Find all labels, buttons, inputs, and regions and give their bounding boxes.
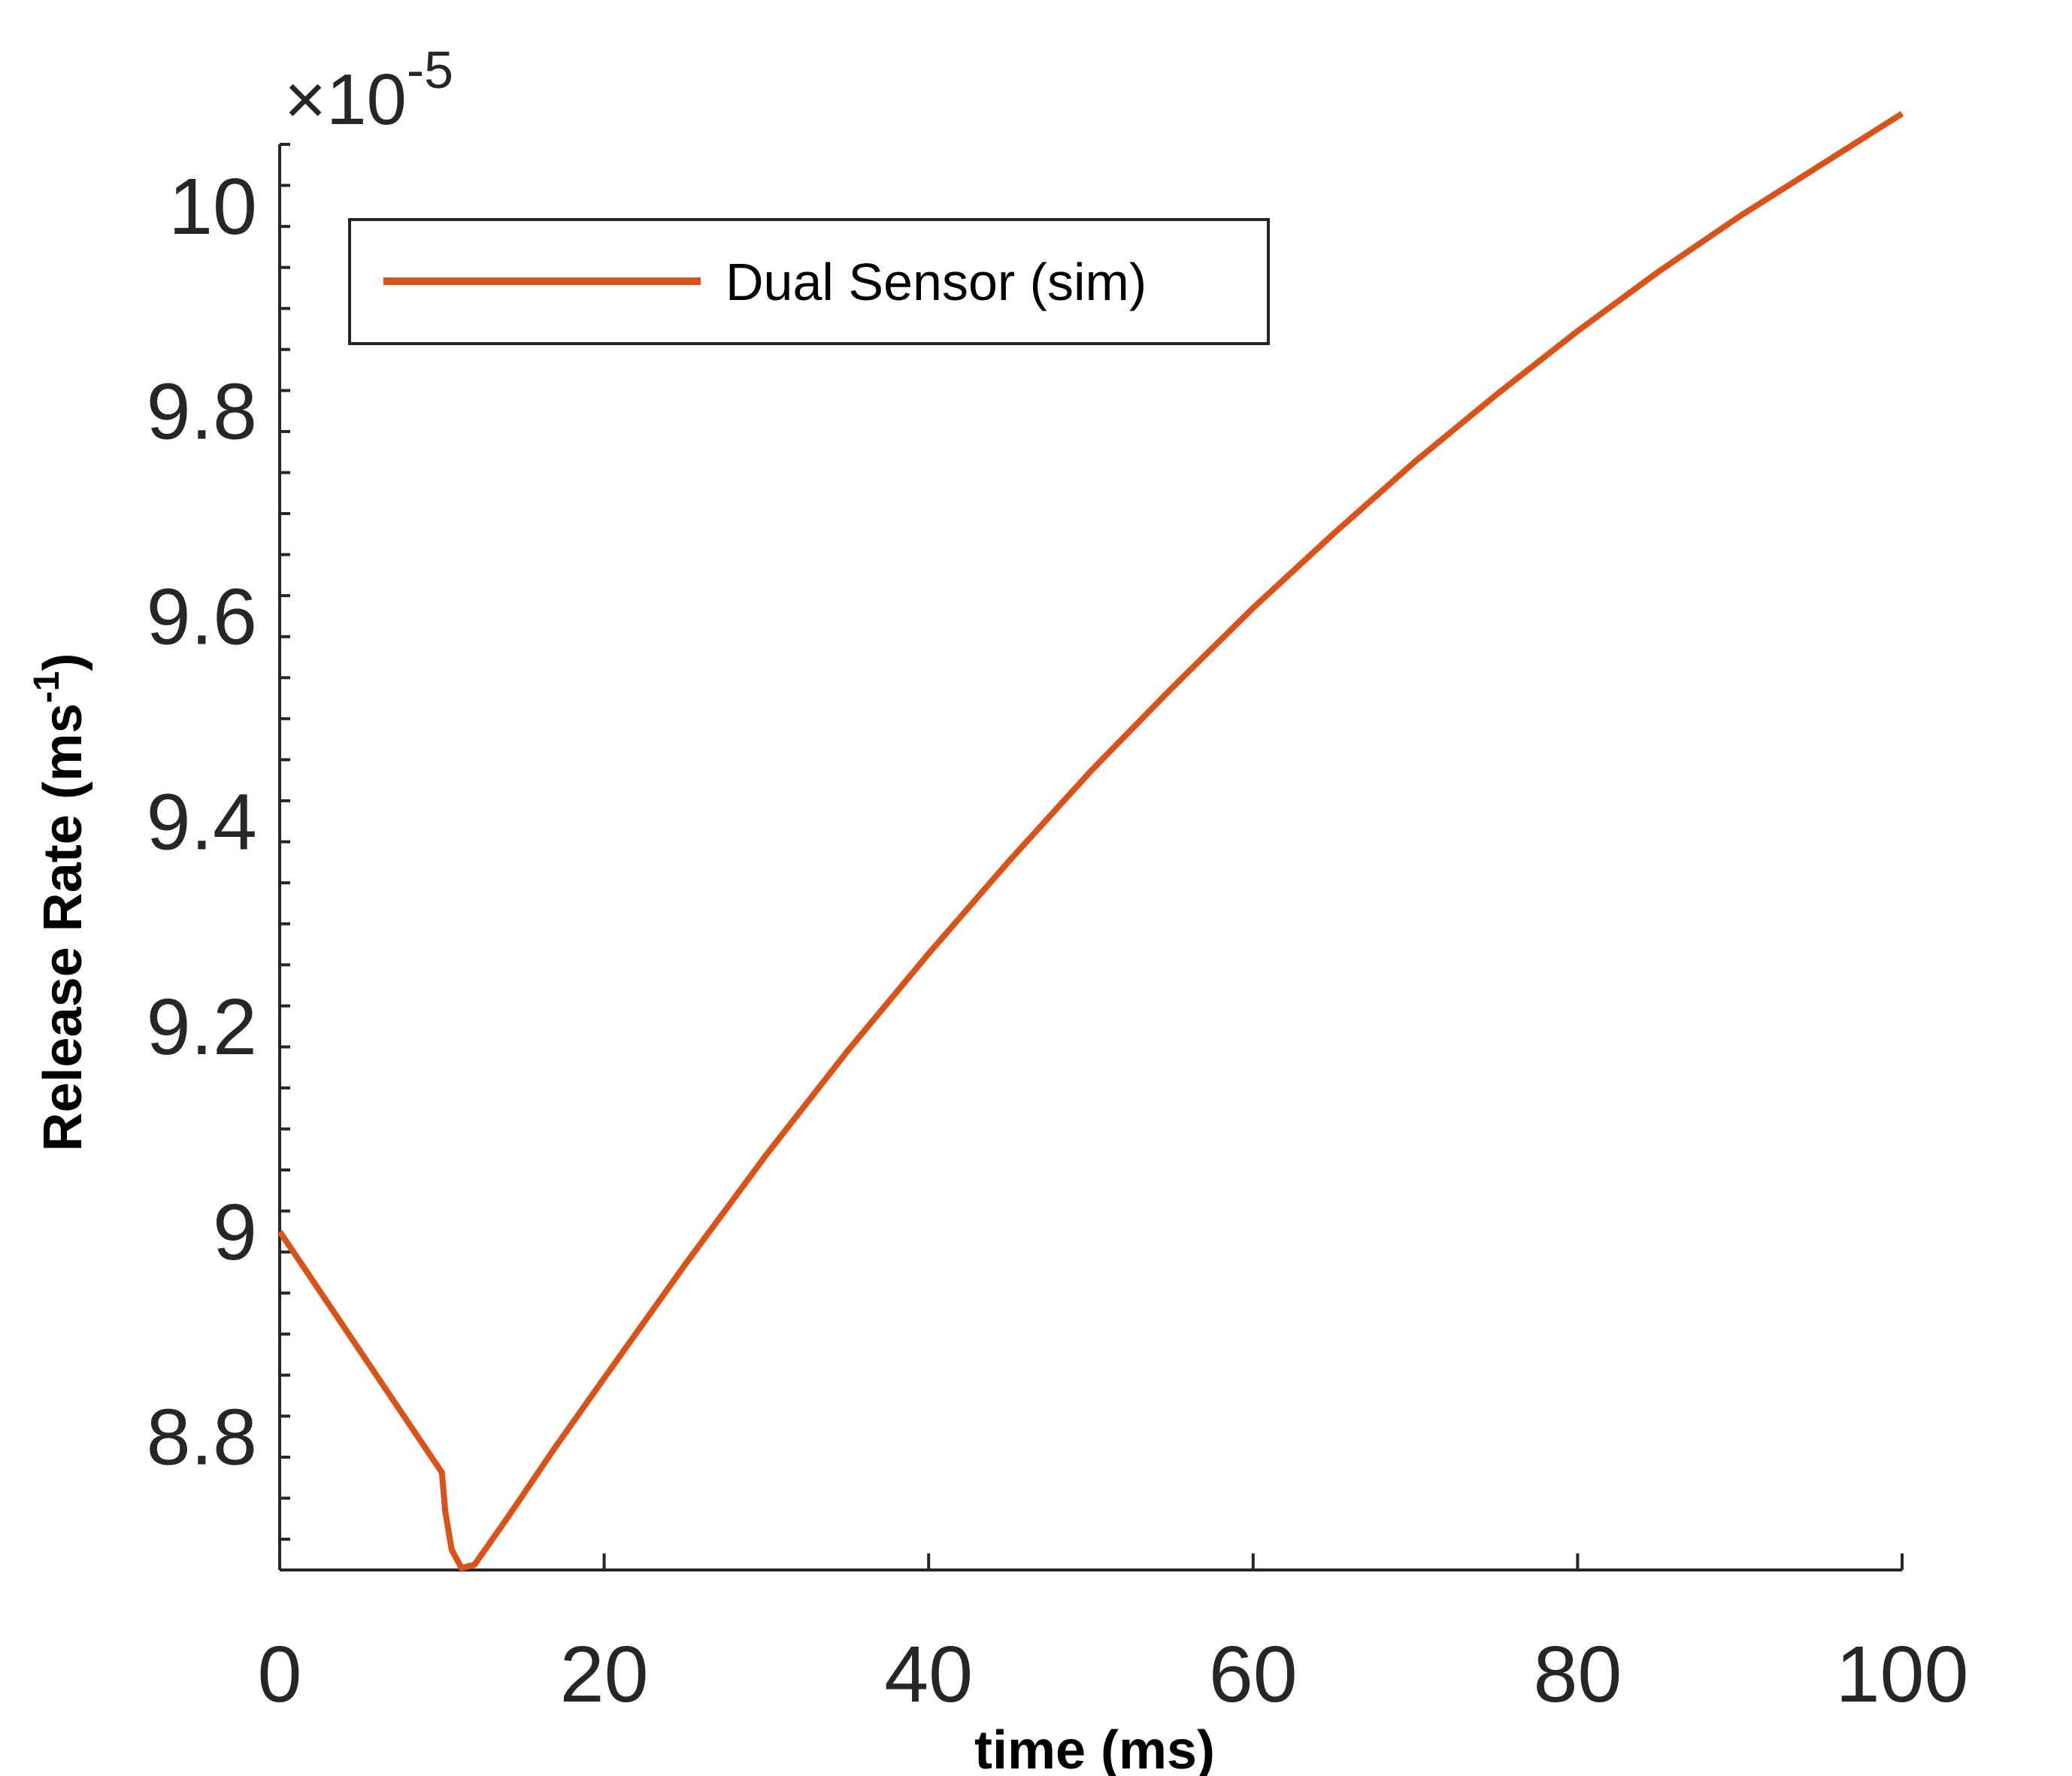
y-multiplier-base: ×10 (284, 59, 407, 140)
legend: Dual Sensor (sim) (348, 218, 1270, 345)
y-tick-label: 9.8 (147, 368, 257, 456)
y-axis-title-main: Release Rate (ms (33, 703, 93, 1151)
x-tick-label: 80 (1533, 1630, 1622, 1719)
y-tick-label: 9 (213, 1188, 257, 1277)
x-tick-label: 20 (560, 1630, 649, 1719)
x-axis-title: time (ms) (974, 1720, 1215, 1776)
legend-label: Dual Sensor (sim) (726, 253, 1147, 311)
x-ticks: 0 20 40 60 80 100 (258, 1553, 1969, 1719)
x-tick-label: 100 (1836, 1630, 1969, 1719)
x-tick-label: 0 (258, 1630, 302, 1719)
y-tick-label: 9.6 (147, 572, 257, 661)
series-line-dual-sensor (277, 111, 1904, 1571)
y-axis-title-superscript: -1 (27, 671, 67, 703)
y-tick-label: 8.8 (147, 1393, 257, 1482)
y-ticks: 8.8 9 9.2 9.4 9.6 9.8 10 (147, 143, 290, 1541)
y-axis-title-close: ) (33, 653, 93, 671)
x-tick-label: 60 (1209, 1630, 1298, 1719)
y-axis-title: Release Rate (ms-1) (27, 653, 93, 1152)
y-tick-label: 10 (168, 162, 257, 251)
y-axis-multiplier: ×10-5 (284, 41, 453, 140)
y-tick-label: 9.2 (147, 983, 257, 1071)
axes: 8.8 9 9.2 9.4 9.6 9.8 10 0 20 40 60 80 100 (147, 143, 1969, 1719)
y-multiplier-exponent: -5 (407, 41, 453, 99)
y-tick-label: 9.4 (147, 777, 257, 866)
x-tick-label: 40 (884, 1630, 973, 1719)
